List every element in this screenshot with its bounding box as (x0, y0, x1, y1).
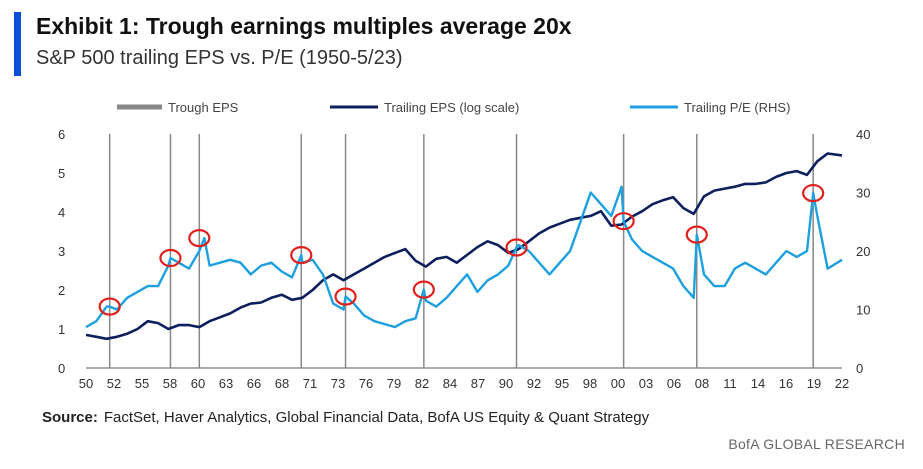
x-tick-label: 11 (723, 376, 737, 391)
legend: Trough EPS Trailing EPS (log scale) Traili… (117, 100, 790, 115)
x-tick-label: 92 (527, 376, 541, 391)
x-tick-label: 08 (695, 376, 709, 391)
left-tick-label: 4 (58, 205, 65, 220)
trough-circle (159, 248, 182, 268)
source-text: FactSet, Haver Analytics, Global Financi… (103, 409, 650, 426)
left-tick-label: 2 (58, 283, 65, 298)
x-tick-label: 50 (79, 376, 93, 391)
x-tick-label: 82 (415, 376, 429, 391)
x-tick-label: 03 (639, 376, 653, 391)
left-tick-label: 3 (58, 244, 65, 259)
x-tick-label: 90 (499, 376, 513, 391)
pe-line (85, 185, 843, 329)
x-tick-label: 95 (555, 376, 569, 391)
x-tick-label: 14 (751, 376, 765, 391)
legend-label-2: Trailing P/E (RHS) (684, 100, 790, 115)
x-tick-label: 98 (583, 376, 597, 391)
page-subtitle: S&P 500 trailing EPS vs. P/E (1950-5/23) (36, 47, 403, 69)
accent-bar (14, 12, 21, 76)
x-tick-label: 79 (387, 376, 401, 391)
trough-circle (412, 280, 435, 299)
trough-circle (802, 183, 825, 203)
right-tick-label: 10 (856, 303, 870, 318)
left-tick-label: 6 (58, 127, 65, 142)
trough-circle (98, 297, 121, 316)
x-tick-label: 66 (247, 376, 261, 391)
x-tick-label: 06 (667, 376, 681, 391)
x-tick-label: 60 (191, 376, 205, 391)
legend-label-0: Trough EPS (168, 100, 239, 115)
trough-circle (188, 229, 211, 248)
x-tick-label: 52 (107, 376, 121, 391)
x-tick-label: 55 (135, 376, 149, 391)
trough-circle (612, 212, 635, 231)
left-tick-label: 0 (58, 361, 65, 376)
left-tick-label: 5 (58, 166, 65, 181)
source-label: Source: (42, 409, 98, 426)
trough-lines (108, 134, 814, 368)
x-tick-label: 63 (219, 376, 233, 391)
brand-label: BofA GLOBAL RESEARCH (728, 436, 905, 452)
source-note: Source: FactSet, Haver Analytics, Global … (42, 409, 649, 426)
right-tick-label: 40 (856, 127, 870, 142)
x-tick-label: 87 (471, 376, 485, 391)
x-tick-label: 19 (807, 376, 821, 391)
eps-line (85, 152, 843, 341)
left-tick-label: 1 (58, 322, 65, 337)
x-tick-label: 00 (611, 376, 625, 391)
trough-circle (685, 225, 708, 244)
left-axis: 0 1 2 3 4 5 6 (58, 127, 65, 376)
x-tick-label: 84 (443, 376, 457, 391)
right-tick-label: 0 (856, 361, 863, 376)
x-tick-label: 22 (835, 376, 849, 391)
x-tick-label: 71 (303, 376, 317, 391)
trough-markers (98, 183, 825, 316)
right-tick-label: 30 (856, 186, 870, 201)
x-axis: 50 52 55 58 60 63 66 68 71 73 76 79 82 84 87 90 92 95 98 00… (79, 367, 849, 391)
x-tick-label: 73 (331, 376, 345, 391)
trough-circle (334, 287, 357, 306)
x-tick-label: 76 (359, 376, 373, 391)
x-tick-label: 68 (275, 376, 289, 391)
legend-label-1: Trailing EPS (log scale) (384, 100, 519, 115)
right-axis: 0 10 20 30 40 (856, 127, 870, 376)
x-tick-label: 16 (779, 376, 793, 391)
right-tick-label: 20 (856, 244, 870, 259)
trough-circle (505, 238, 528, 257)
page-title: Exhibit 1: Trough earnings multiples ave… (36, 13, 572, 39)
trough-circle (290, 245, 313, 265)
series-layer (85, 152, 843, 341)
chart-area: Trough EPS Trailing EPS (log scale) Traili… (58, 100, 870, 391)
x-tick-label: 58 (163, 376, 177, 391)
